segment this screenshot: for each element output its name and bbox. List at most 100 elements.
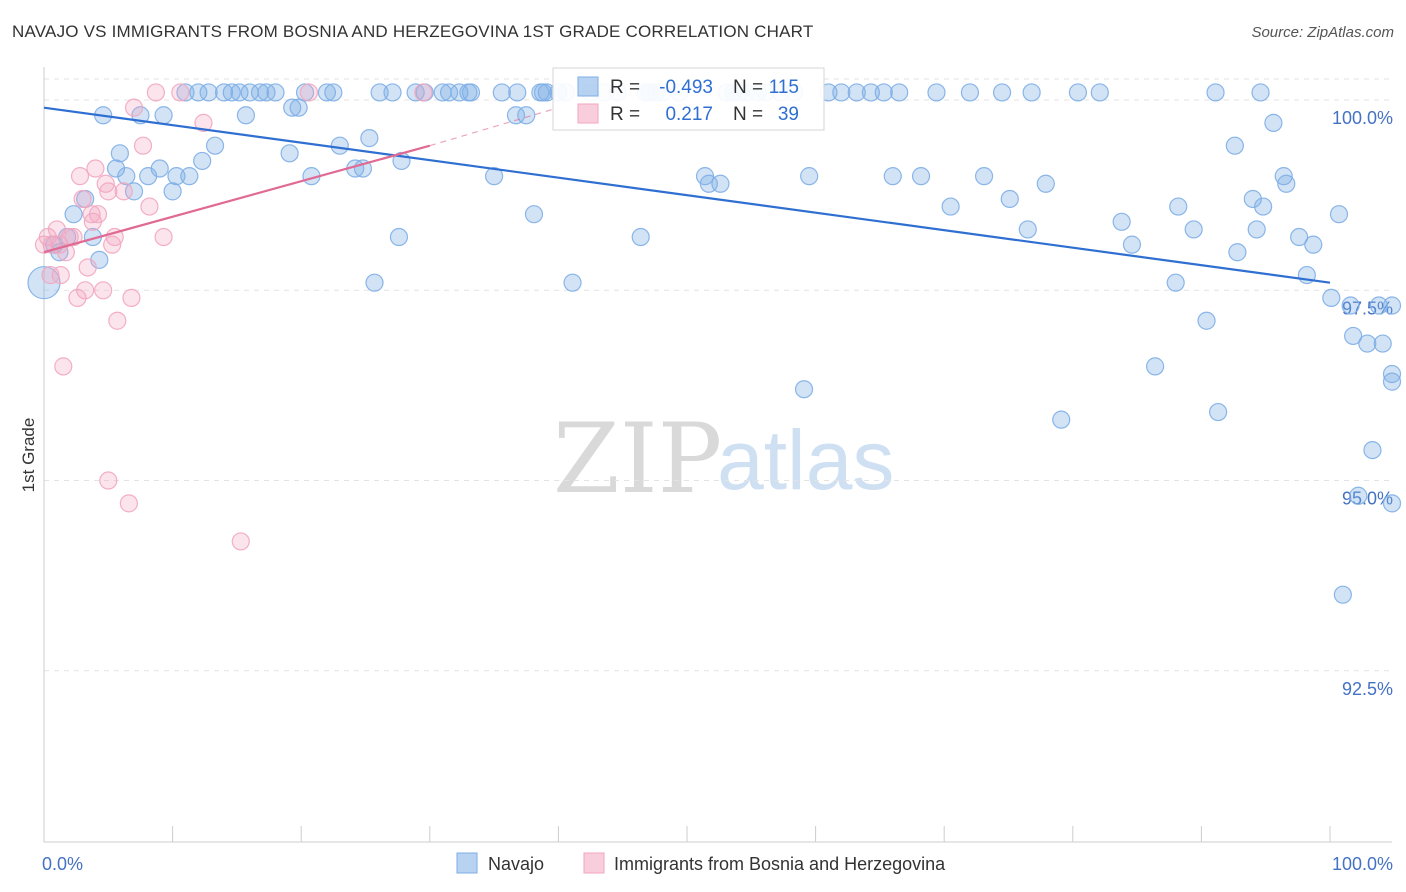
navajo-point: [1197, 311, 1216, 330]
bosnia-point: [76, 281, 95, 300]
navajo-point: [461, 83, 481, 102]
stats-swatch-bosnia: [577, 103, 599, 124]
navajo-point: [280, 144, 299, 163]
stats-n-label: N =: [733, 104, 763, 125]
navajo-point: [266, 83, 285, 102]
y-tick-label: 92.5%: [1342, 679, 1393, 699]
legend-label-navajo: Navajo: [488, 854, 544, 874]
navajo-point: [485, 167, 504, 186]
bosnia-point: [94, 281, 113, 300]
navajo-point: [927, 83, 946, 102]
navajo-point: [563, 273, 582, 292]
navajo-point: [230, 83, 249, 102]
navajo-point: [794, 380, 814, 399]
bosnia-point: [108, 311, 127, 330]
bosnia-point: [124, 98, 144, 117]
navajo-point: [389, 227, 409, 247]
bosnia-trend-line: [43, 144, 431, 254]
navajo-point: [1247, 220, 1266, 239]
navajo-point: [50, 243, 69, 262]
navajo-point: [1341, 296, 1360, 315]
navajo-point: [1090, 83, 1109, 102]
watermark-zip: ZIP: [553, 403, 722, 515]
stats-swatch-navajo: [577, 76, 599, 97]
bosnia-point: [64, 227, 83, 247]
navajo-point: [911, 167, 931, 186]
stats-n-value: 39: [778, 104, 799, 125]
navajo-point: [176, 83, 195, 102]
trend-lines: [43, 106, 1331, 284]
navajo-point: [1169, 197, 1188, 216]
navajo-point: [1228, 243, 1247, 262]
navajo-point: [283, 98, 302, 117]
navajo-point: [1166, 273, 1185, 292]
series-bosnia-points: [34, 83, 433, 551]
navajo-point: [1329, 205, 1349, 224]
navajo-point: [533, 83, 553, 102]
navajo-point: [631, 227, 650, 247]
navajo-point: [324, 83, 343, 102]
navajo-point: [64, 205, 83, 224]
navajo-point: [508, 83, 527, 102]
navajo-point: [1209, 402, 1228, 422]
bosnia-point: [114, 182, 133, 201]
bosnia-point: [99, 182, 118, 201]
navajo-point: [974, 167, 994, 186]
navajo-point: [189, 83, 208, 102]
navajo-point: [941, 197, 960, 216]
y-axis-title: 1st Grade: [19, 418, 38, 493]
navajo-point: [890, 83, 909, 102]
navajo-point: [1304, 235, 1323, 254]
navajo-point: [1373, 334, 1392, 353]
navajo-point: [106, 159, 126, 178]
navajo-point: [1036, 174, 1055, 193]
navajo-point: [295, 83, 315, 102]
navajo-point: [199, 83, 218, 102]
navajo-point: [1369, 296, 1388, 315]
bosnia-point: [73, 189, 92, 209]
navajo-point: [439, 83, 459, 102]
navajo-point: [883, 167, 902, 186]
navajo-point: [1068, 83, 1088, 102]
navajo-point: [117, 167, 136, 186]
bosnia-point: [154, 227, 173, 247]
navajo-point: [1277, 174, 1296, 193]
bosnia-point: [82, 205, 101, 224]
navajo-point: [163, 182, 182, 201]
stats-legend: R = -0.493 N = 115 R = 0.217 N = 39: [552, 67, 825, 131]
grid: [44, 78, 1392, 672]
navajo-point: [1018, 220, 1037, 239]
bosnia-point: [119, 494, 138, 513]
navajo-point: [1184, 220, 1203, 239]
navajo-point: [1264, 113, 1283, 132]
navajo-point: [110, 144, 129, 163]
watermark: ZIP atlas: [553, 403, 894, 515]
navajo-point: [1122, 235, 1142, 254]
navajo-point: [960, 83, 980, 102]
navajo-point: [1333, 585, 1352, 604]
watermark-atlas: atlas: [717, 413, 894, 507]
bosnia-point: [171, 83, 190, 102]
navajo-point: [992, 83, 1012, 102]
navajo-point: [1052, 410, 1071, 429]
navajo-point: [847, 83, 866, 102]
bosnia-point: [41, 265, 60, 285]
stats-r-label: R =: [610, 104, 640, 125]
navajo-point: [800, 167, 819, 186]
navajo-point: [124, 182, 144, 201]
navajo-point: [1382, 372, 1402, 391]
navajo-point: [1251, 83, 1270, 102]
navajo-point: [517, 106, 536, 125]
navajo-point: [524, 205, 544, 224]
navajo-point: [1254, 197, 1273, 216]
navajo-point: [492, 83, 511, 102]
legend-label-bosnia: Immigrants from Bosnia and Herzegovina: [614, 854, 946, 874]
bosnia-point: [414, 83, 433, 102]
legend-swatch-navajo: [456, 852, 478, 874]
navajo-point: [236, 106, 256, 125]
navajo-point: [1363, 440, 1382, 460]
navajo-point: [214, 83, 234, 102]
legend: Navajo Immigrants from Bosnia and Herzego…: [456, 852, 946, 874]
navajo-point: [1000, 189, 1019, 209]
bosnia-point: [99, 471, 118, 490]
